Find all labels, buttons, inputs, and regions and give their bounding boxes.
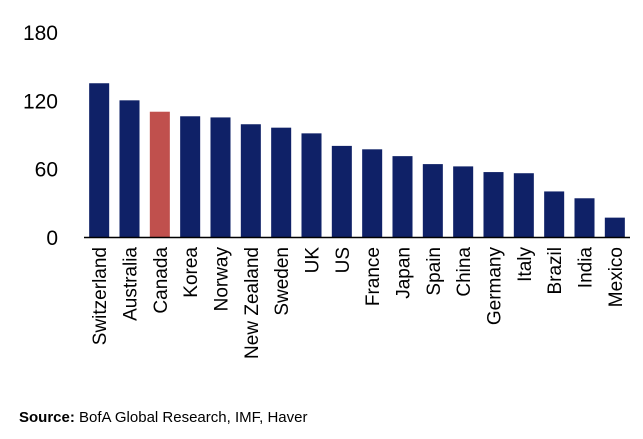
bar-germany xyxy=(483,172,504,237)
x-tick-label: Germany xyxy=(485,247,506,326)
x-tick-label: UK xyxy=(303,247,324,274)
x-tick-label: Korea xyxy=(181,247,202,298)
source-label: Source: xyxy=(19,409,75,426)
x-tick-label: India xyxy=(576,247,597,289)
bars xyxy=(89,83,625,237)
bar-mexico xyxy=(604,217,625,237)
bar-canada xyxy=(149,111,170,237)
source-text: BofA Global Research, IMF, Haver xyxy=(74,409,308,426)
y-axis-ticks: 0 60 120 180 xyxy=(23,22,58,250)
x-tick-label: New Zealand xyxy=(242,247,263,359)
x-tick-label: Australia xyxy=(121,247,142,321)
x-tick-label: Canada xyxy=(151,247,172,314)
x-tick-label: US xyxy=(333,247,354,273)
y-tick-label: 60 xyxy=(35,159,58,182)
bar-uk xyxy=(301,133,322,237)
x-tick-label: Mexico xyxy=(606,247,627,307)
y-tick-label: 180 xyxy=(23,22,58,45)
x-tick-label: Brazil xyxy=(545,247,566,295)
x-tick-label: France xyxy=(363,247,384,306)
x-tick-label: China xyxy=(454,247,475,297)
bar-australia xyxy=(119,100,140,237)
bar-india xyxy=(574,198,595,237)
bar-switzerland xyxy=(89,83,110,237)
x-tick-label: Sweden xyxy=(272,247,293,316)
x-tick-label: Japan xyxy=(394,247,415,299)
bar-spain xyxy=(422,164,443,237)
source-note: Source: BofA Global Research, IMF, Haver xyxy=(19,409,307,426)
bar-brazil xyxy=(544,191,565,237)
bar-italy xyxy=(513,173,534,237)
y-tick-label: 120 xyxy=(23,90,58,113)
bar-japan xyxy=(392,156,413,237)
bar-france xyxy=(362,149,383,237)
x-axis-labels: Switzerland Australia Canada Korea Norway New… xyxy=(90,247,627,359)
bar-norway xyxy=(210,117,231,237)
bar-new-zealand xyxy=(240,124,261,237)
bar-china xyxy=(453,166,474,237)
bar-sweden xyxy=(271,127,292,237)
x-tick-label: Norway xyxy=(212,247,233,312)
bar-korea xyxy=(180,116,201,237)
bar-us xyxy=(331,145,352,237)
x-tick-label: Italy xyxy=(515,247,536,282)
x-tick-label: Spain xyxy=(424,247,445,296)
y-tick-label: 0 xyxy=(46,227,58,250)
x-tick-label: Switzerland xyxy=(90,247,111,345)
